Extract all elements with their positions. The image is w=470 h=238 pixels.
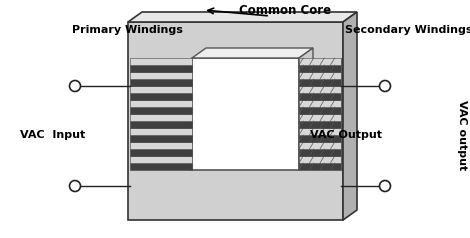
Bar [130,86,192,93]
Polygon shape [128,12,357,22]
Bar [299,163,341,170]
Circle shape [70,80,80,91]
Bar [299,149,341,156]
Bar [299,128,341,135]
Bar [299,142,341,149]
Polygon shape [343,12,357,220]
Bar [130,79,192,86]
Bar [299,79,341,86]
Bar [299,107,341,114]
Bar [130,93,192,100]
Bar [130,58,192,65]
Circle shape [379,180,391,192]
Text: Common Core: Common Core [239,4,331,16]
Bar [192,58,299,170]
Text: Primary Windings: Primary Windings [72,25,183,35]
Circle shape [379,80,391,91]
Bar [299,121,341,128]
Bar [299,100,341,107]
Bar [299,114,341,121]
Bar [130,100,192,107]
Bar [299,93,341,100]
Text: Secondary Windings: Secondary Windings [345,25,470,35]
Polygon shape [192,48,313,58]
Circle shape [70,180,80,192]
Text: VAC  Input: VAC Input [20,130,85,140]
Bar [299,135,341,142]
Bar [299,65,341,72]
Bar [299,156,341,163]
Bar [130,65,192,72]
Bar [299,72,341,79]
Bar [130,142,192,149]
Bar [130,114,192,121]
Polygon shape [299,48,313,170]
Text: VAC output: VAC output [457,100,467,170]
Bar [130,156,192,163]
Bar [128,22,343,220]
Bar [130,121,192,128]
Bar [130,107,192,114]
Bar [130,72,192,79]
Bar [299,58,341,65]
Bar [130,128,192,135]
Bar [130,149,192,156]
Bar [130,135,192,142]
Bar [299,86,341,93]
Text: VAC Output: VAC Output [310,130,382,140]
Bar [130,163,192,170]
